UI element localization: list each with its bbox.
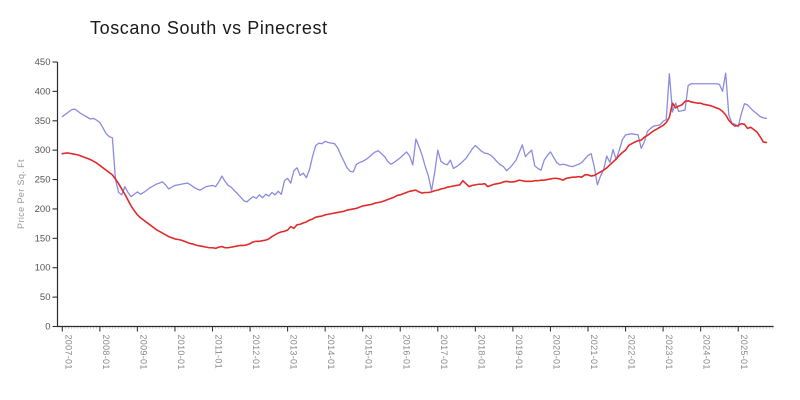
x-tick-label: 2014-01 [326,335,336,370]
x-tick-label: 2009-01 [138,335,148,370]
y-tick-label: 300 [35,145,51,156]
y-tick-label: 100 [35,263,51,274]
x-tick-label: 2008-01 [101,335,111,370]
y-tick-label: 450 [35,57,51,68]
line-pinecrest [61,99,768,250]
x-tick-label: 2017-01 [439,335,449,370]
x-tick-label: 2021-01 [589,335,599,370]
x-tick-label: 2015-01 [364,335,374,370]
x-tick-label: 2011-01 [214,335,224,369]
x-tick-label: 2007-01 [63,335,73,370]
chart-title: Toscano South vs Pinecrest [90,18,328,38]
y-tick-label: 350 [35,116,51,127]
x-tick-label: 2012-01 [251,335,261,370]
x-tick-label: 2025-01 [739,335,749,370]
y-tick-label: 50 [40,292,51,303]
x-tick-label: 2018-01 [476,335,486,370]
x-tick-label: 2022-01 [627,335,637,370]
line-toscano-south [61,72,768,203]
x-tick-label: 2024-01 [702,335,712,370]
x-tick-label: 2019-01 [514,335,524,370]
x-tick-label: 2020-01 [551,335,561,370]
x-tick-label: 2013-01 [289,335,299,370]
y-tick-label: 0 [45,322,50,333]
y-tick-label: 400 [35,86,51,97]
x-tick-label: 2010-01 [176,335,186,370]
y-tick-label: 200 [35,204,51,215]
x-tick-label: 2023-01 [664,335,674,370]
x-tick-label: 2016-01 [401,335,411,370]
y-tick-label: 150 [35,233,51,244]
y-tick-label: 250 [35,175,51,186]
